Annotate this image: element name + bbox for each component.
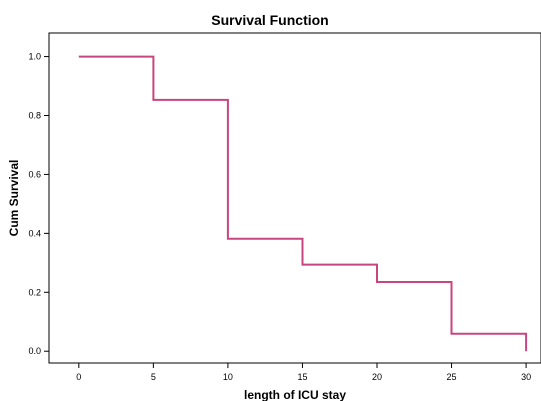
y-tick-label: 0.2	[28, 287, 41, 297]
x-tick-label: 15	[297, 372, 307, 382]
y-axis-title: Cum Survival	[7, 160, 21, 237]
x-tick-label: 5	[151, 372, 156, 382]
chart-title: Survival Function	[211, 12, 328, 28]
x-tick-label: 25	[447, 372, 457, 382]
y-tick-label: 0.0	[28, 346, 41, 356]
series-layer	[78, 55, 528, 352]
x-tick-label: 10	[223, 372, 233, 382]
x-tick-label: 20	[372, 372, 382, 382]
ticks: 0 5 10 15 20 25 30 0.0 0.2 0.4 0.6 0.8 1.0	[28, 52, 531, 382]
y-tick-label: 0.4	[28, 228, 41, 238]
y-tick-label: 0.6	[28, 169, 41, 179]
x-tick-label: 0	[76, 372, 81, 382]
y-tick-label: 1.0	[28, 52, 41, 62]
axes	[48, 32, 541, 364]
y-tick-label: 0.8	[28, 111, 41, 121]
plot-frame	[48, 32, 541, 364]
x-axis-title: length of ICU stay	[244, 388, 346, 401]
survival-step-line	[78, 55, 528, 352]
x-tick-label: 30	[521, 372, 531, 382]
